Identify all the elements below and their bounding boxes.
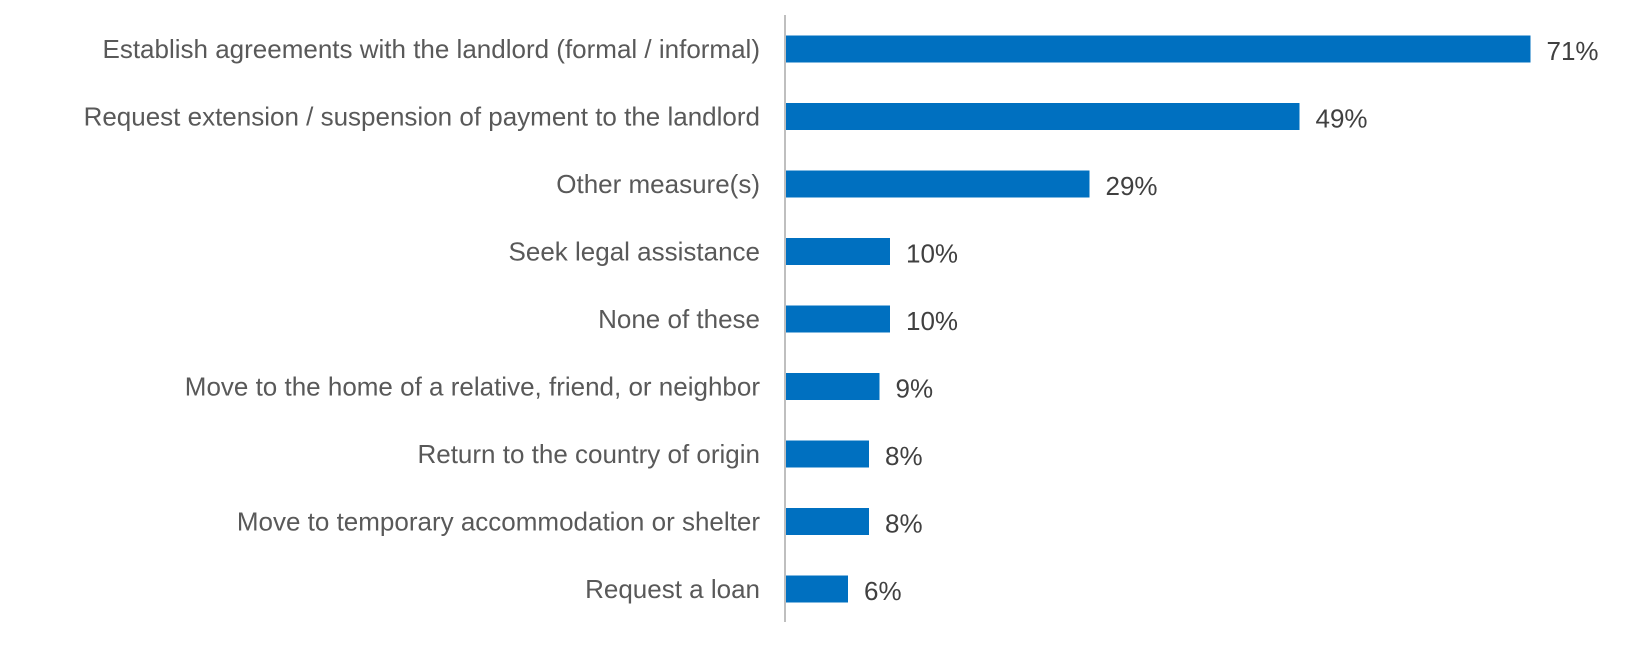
value-label-1: 49%	[1316, 104, 1368, 134]
category-label-6: Return to the country of origin	[417, 439, 760, 469]
category-label-3: Seek legal assistance	[509, 237, 760, 267]
bars-group	[785, 35, 1531, 603]
value-label-0: 71%	[1547, 36, 1599, 66]
category-label-7: Move to temporary accommodation or shelt…	[237, 507, 760, 537]
bar-1	[785, 103, 1300, 130]
bar-7	[785, 508, 869, 535]
category-label-5: Move to the home of a relative, friend, …	[185, 372, 761, 402]
category-label-2: Other measure(s)	[556, 169, 760, 199]
value-label-7: 8%	[885, 509, 923, 539]
value-label-8: 6%	[864, 576, 902, 606]
value-label-2: 29%	[1106, 171, 1158, 201]
value-label-3: 10%	[906, 239, 958, 269]
value-label-5: 9%	[896, 374, 934, 404]
bar-2	[785, 170, 1090, 198]
value-labels: 71% 49% 29% 10% 10% 9% 8% 8% 6%	[864, 36, 1599, 606]
category-label-4: None of these	[598, 304, 760, 334]
category-label-0: Establish agreements with the landlord (…	[102, 34, 760, 64]
bar-5	[785, 373, 880, 400]
bar-3	[785, 238, 890, 265]
category-label-1: Request extension / suspension of paymen…	[84, 102, 760, 132]
bar-6	[785, 440, 869, 468]
category-labels: Establish agreements with the landlord (…	[84, 34, 761, 604]
value-label-4: 10%	[906, 306, 958, 336]
bar-4	[785, 305, 890, 333]
bar-0	[785, 35, 1531, 63]
bar-8	[785, 575, 848, 603]
value-label-6: 8%	[885, 441, 923, 471]
category-label-8: Request a loan	[585, 574, 760, 604]
